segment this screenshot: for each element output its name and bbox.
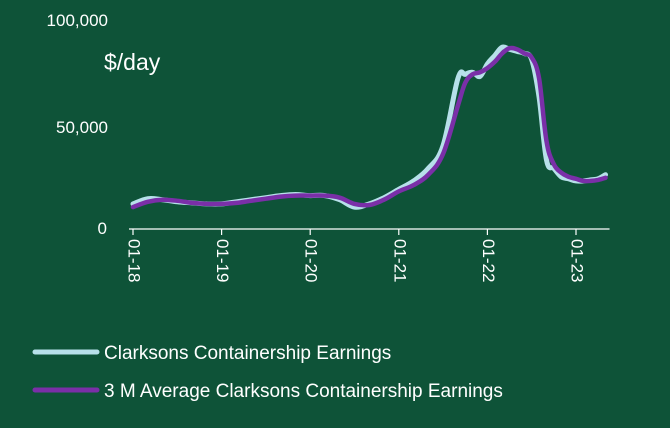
x-tick-label: 01-23 — [568, 239, 587, 282]
x-tick-label: 01-18 — [125, 239, 144, 282]
x-tick-label: 01-19 — [213, 239, 232, 282]
legend: Clarksons Containership Earnings 3 M Aver… — [32, 343, 503, 402]
x-tick-label: 01-21 — [390, 239, 409, 282]
y-tick-label: 100,000 — [47, 11, 108, 30]
legend-label: Clarksons Containership Earnings — [104, 343, 391, 364]
y-axis-unit-label: $/day — [104, 49, 161, 75]
series-lines — [130, 44, 608, 210]
y-axis: 0 50,000 100,000 — [47, 11, 108, 238]
series-line-earnings — [130, 44, 608, 210]
series-line-3m-average — [130, 45, 608, 210]
x-axis: 01-18 01-19 01-20 01-21 01-22 01-23 — [125, 228, 610, 282]
legend-label: 3 M Average Clarksons Containership Earn… — [104, 381, 503, 402]
x-tick-label: 01-20 — [302, 239, 321, 282]
x-tick-label: 01-22 — [479, 239, 498, 282]
y-tick-label: 0 — [98, 219, 107, 238]
y-tick-label: 50,000 — [56, 118, 108, 137]
